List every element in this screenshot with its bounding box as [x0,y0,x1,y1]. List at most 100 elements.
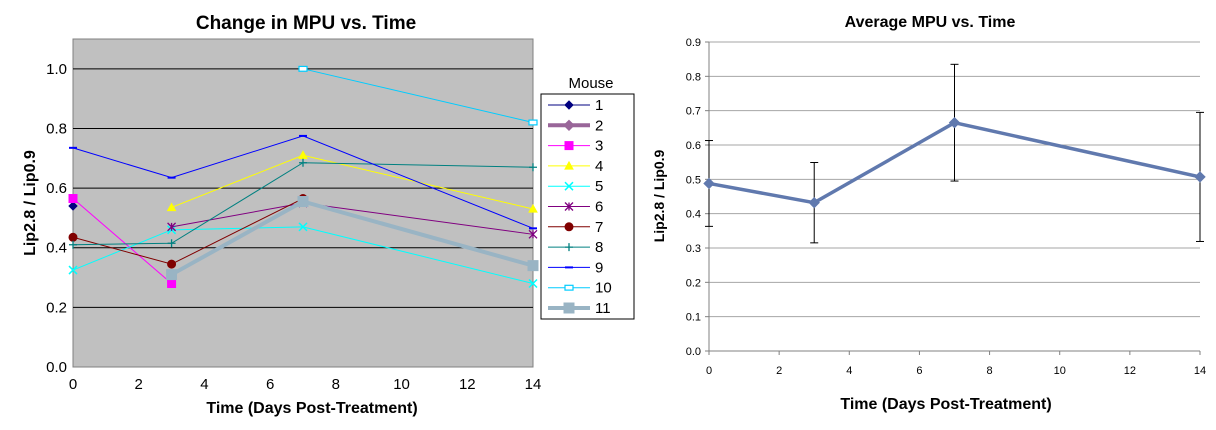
left-x-tick-1: 2 [135,376,143,393]
legend-marker-5-shape [564,181,574,191]
left-series-8-point-1-shape [167,239,176,248]
legend-label-6: 6 [595,199,603,216]
left-series-11-point-0-shape [166,269,178,281]
left-series-6-point-0 [167,222,177,232]
change-in-mpu-chart: Change in MPU vs. Time 0.0 0.2 0.4 0.6 0.8 1.… [22,13,635,417]
right-series-average-line [708,120,1201,205]
left-y-tick-5: 1.0 [46,61,67,78]
left-series-7-point-0-shape [68,232,78,242]
left-series-3-point-0-shape [68,194,78,204]
left-series-5-point-0 [68,265,78,275]
left-series-3-point-1-shape [167,279,177,289]
legend-marker-5 [564,181,574,191]
legend-marker-7 [564,222,574,232]
right-y-tick-5: 0.5 [686,174,701,186]
left-series-6-point-2-shape [528,229,538,239]
left-series-4-point-1 [298,150,308,159]
left-series-3-point-1 [167,279,177,289]
left-series-4-point-0-shape [166,202,177,212]
left-y-tick-labels: 0.0 0.2 0.4 0.6 0.8 1.0 [46,61,67,376]
left-series-7-point-0 [68,232,78,242]
left-x-tick-2: 4 [200,376,208,393]
left-series-8-point-2 [299,158,307,167]
left-series-4-point-2-shape [528,203,538,213]
left-x-tick-labels: 0 2 4 6 8 10 12 14 [69,376,542,393]
average-mpu-chart: Average MPU vs. Time 0.00.10.20.30.40.50… [651,14,1206,413]
left-series-6-point-0-shape [167,222,177,232]
right-x-tick-6: 12 [1124,365,1136,377]
legend-marker-11-shape [563,302,575,314]
legend-marker-1-shape [564,100,574,110]
right-series-group [703,63,1206,244]
legend-marker-4 [564,160,574,170]
right-y-tick-2: 0.2 [686,277,701,289]
left-series-8-point-1 [167,239,176,248]
right-y-tick-1: 0.1 [686,312,701,324]
left-series-11-point-2-shape [527,260,539,272]
right-series-average-point-3 [1194,171,1206,183]
legend-entries: 1 2 3 4 5 6 7 8 9 10 11 [548,97,612,317]
left-series-9-line [72,135,534,229]
left-y-tick-4: 0.8 [46,120,67,137]
right-series-average-point-2-shape [948,116,961,129]
left-series-7-point-1-shape [167,259,177,269]
left-series-4-point-1-shape [298,150,308,159]
legend-marker-2 [563,119,575,132]
legend-marker-3-shape [564,141,574,151]
legend-label-8: 8 [595,239,603,256]
right-x-tick-3: 6 [916,365,922,377]
right-series-average-point-1 [808,196,820,209]
legend-marker-8-shape [565,243,573,252]
left-y-tick-0: 0.0 [46,359,67,376]
left-series-3-line [72,198,172,284]
legend-label-4: 4 [595,158,603,175]
left-series-6-point-2 [528,229,538,239]
legend-marker-2-shape [563,119,575,132]
legend-marker-6 [564,202,574,211]
legend-title: Mouse [568,75,613,92]
left-y-axis-label: Lip2.8 / Lip0.9 [22,150,39,256]
left-series-8-point-3-shape [529,163,537,172]
right-series-average-point-2 [948,116,961,129]
left-x-tick-0: 0 [69,376,77,393]
right-chart-title: Average MPU vs. Time [845,14,1016,31]
left-y-tick-3: 0.6 [46,180,67,197]
left-y-tick-1: 0.2 [46,299,67,316]
left-series-10-point-1 [528,119,538,126]
left-series-3-point-0 [68,194,78,204]
legend-marker-3 [564,141,574,151]
left-series-5-point-3-shape [528,278,538,289]
left-x-tick-5: 10 [393,376,410,393]
left-series-5-point-2-shape [298,222,308,232]
legend-marker-4-shape [564,160,574,170]
right-y-tick-9: 0.9 [686,37,701,49]
right-y-tick-0: 0.0 [686,346,701,358]
right-gridlines [705,41,1200,352]
left-series-1-point-0 [68,201,78,211]
right-series-average-point-3-shape [1194,171,1206,183]
left-x-tick-6: 12 [459,376,476,393]
right-x-tick-7: 14 [1194,365,1206,377]
right-series-average-point-0-shape [703,177,715,190]
left-series-5-point-0-shape [68,265,78,275]
left-series-5-point-2 [298,222,308,232]
right-y-tick-8: 0.8 [686,71,701,83]
right-x-tick-4: 8 [987,365,993,377]
right-x-tick-2: 4 [846,365,852,377]
legend-marker-11 [563,302,575,314]
legend-marker-6-shape [564,202,574,211]
left-chart-title: Change in MPU vs. Time [196,13,416,34]
right-series-average-point-1-shape [808,196,820,209]
legend-label-11: 11 [595,300,611,317]
legend-label-3: 3 [595,138,603,155]
left-x-tick-7: 14 [525,376,542,393]
legend-label-5: 5 [595,178,603,195]
left-series-11-point-1 [297,196,309,208]
right-y-axis-label: Lip2.8 / Lip0.9 [651,150,667,243]
left-series-4-point-2 [528,203,538,213]
left-series-8-point-0 [69,240,77,249]
left-series-10-point-1-shape [528,119,538,126]
right-y-tick-6: 0.6 [686,140,701,152]
left-series-11-point-0 [166,269,178,281]
